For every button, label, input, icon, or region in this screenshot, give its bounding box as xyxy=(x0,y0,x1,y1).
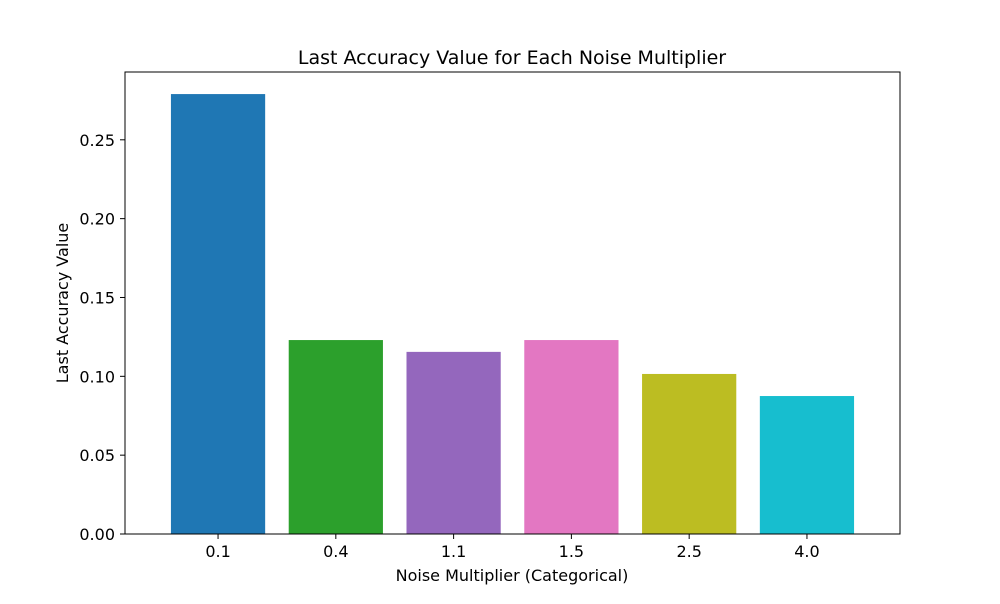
bar-0.4 xyxy=(288,340,383,534)
y-axis-label: Last Accuracy Value xyxy=(53,223,72,383)
chart-title: Last Accuracy Value for Each Noise Multi… xyxy=(298,47,726,69)
plot-frame xyxy=(124,71,901,535)
y-tick-label: 0.25 xyxy=(79,131,115,150)
y-tick-label: 0.20 xyxy=(79,210,115,229)
x-tick-label: 4.0 xyxy=(794,542,819,561)
bar-1.1 xyxy=(406,351,501,534)
y-axis-ticks: 0.00 0.05 0.10 0.15 0.20 0.25 xyxy=(79,131,125,544)
bar-1.5 xyxy=(524,340,619,534)
bar-2.5 xyxy=(642,373,737,534)
x-axis-label: Noise Multiplier (Categorical) xyxy=(396,566,629,585)
y-tick-label: 0.10 xyxy=(79,367,115,386)
x-tick-label: 0.4 xyxy=(323,542,348,561)
y-tick-label: 0.00 xyxy=(79,525,115,544)
x-tick-label: 2.5 xyxy=(676,542,701,561)
bars-layer xyxy=(170,94,855,535)
y-tick-label: 0.15 xyxy=(79,288,115,307)
bar-0.1 xyxy=(170,94,266,535)
x-tick-label: 1.5 xyxy=(559,542,584,561)
x-tick-label: 0.1 xyxy=(205,542,230,561)
bar-4.0 xyxy=(759,396,855,534)
x-tick-label: 1.1 xyxy=(441,542,466,561)
x-axis-ticks: 0.1 0.4 1.1 1.5 2.5 4.0 xyxy=(205,534,820,561)
y-tick-label: 0.05 xyxy=(79,446,115,465)
